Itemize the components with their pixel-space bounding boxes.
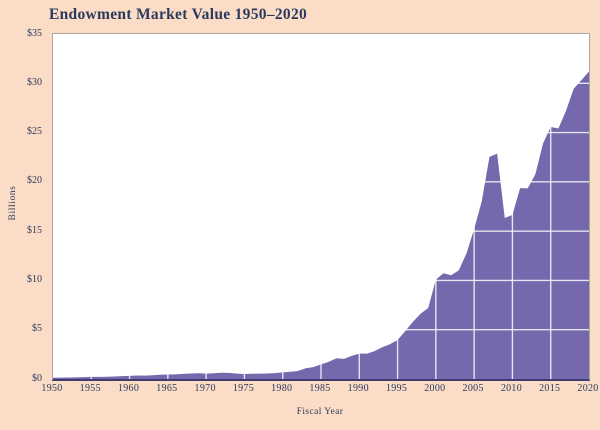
chart-title: Endowment Market Value 1950–2020: [49, 6, 308, 23]
x-tick-label: 1970: [194, 383, 216, 394]
x-axis-title: Fiscal Year: [296, 407, 344, 417]
x-tick-label: 1980: [271, 383, 293, 394]
y-tick-label: $25: [27, 126, 42, 138]
x-tick-label: 2005: [462, 383, 484, 394]
y-tick-label: $15: [27, 224, 42, 236]
x-tick-label: 1990: [347, 383, 369, 394]
y-tick-label: $10: [27, 273, 42, 285]
y-tick-label: $30: [27, 76, 42, 88]
y-tick-label: $5: [32, 323, 42, 335]
x-tick-label: 2000: [424, 383, 446, 394]
x-axis-tick-labels: 1950 1955 1960 1965 1970 1975 1980 1985 1990 1995…: [41, 383, 598, 397]
x-tick-label: 1985: [309, 383, 331, 394]
x-tick-label: 1960: [117, 383, 140, 394]
area-chart-svg: [53, 34, 589, 379]
x-tick-label: 2020: [577, 383, 599, 394]
y-tick-label: $0: [32, 372, 42, 384]
x-tick-label: 2010: [500, 383, 523, 394]
y-tick-label: $20: [27, 175, 42, 187]
x-tick-label: 2015: [539, 383, 561, 394]
y-tick-label: $35: [27, 27, 42, 39]
x-tick-label: 1950: [41, 383, 63, 394]
y-axis-tick-labels: $35 $30 $25 $20 $15 $10 $5 $0: [0, 28, 46, 384]
plot-area: [52, 33, 590, 381]
x-tick-label: 1995: [385, 383, 408, 394]
endowment-area-series: [53, 71, 589, 379]
x-tick-label: 1965: [156, 383, 178, 394]
x-tick-label: 1975: [232, 383, 255, 394]
x-tick-label: 1955: [79, 383, 101, 394]
